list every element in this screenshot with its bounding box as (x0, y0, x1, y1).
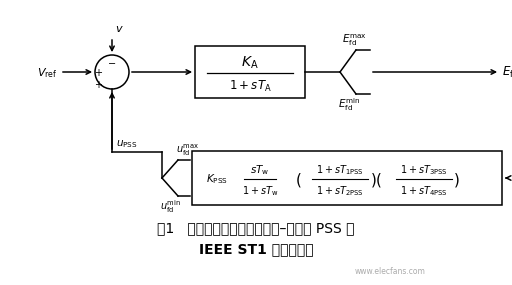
Text: $u_{\rm fd}^{\rm min}$: $u_{\rm fd}^{\rm min}$ (160, 198, 181, 215)
Text: $V_{\rm ref}$: $V_{\rm ref}$ (37, 66, 58, 80)
Bar (195, 46, 305, 98)
Text: $+$: $+$ (95, 78, 103, 89)
Text: $K_{\rm PSS}$: $K_{\rm PSS}$ (206, 172, 228, 186)
Text: $1+sT_{\rm A}$: $1+sT_{\rm A}$ (229, 78, 271, 93)
Text: $1+sT_{\rm 1PSS}$: $1+sT_{\rm 1PSS}$ (316, 163, 364, 177)
Text: www.elecfans.com: www.elecfans.com (355, 268, 425, 276)
Text: $u_{\rm PSS}$: $u_{\rm PSS}$ (116, 138, 138, 150)
Text: $1+sT_{\rm w}$: $1+sT_{\rm w}$ (242, 184, 278, 198)
Text: $v$: $v$ (115, 24, 124, 34)
Text: $1+sT_{\rm 4PSS}$: $1+sT_{\rm 4PSS}$ (400, 184, 448, 198)
Text: $E_{\rm fd}$: $E_{\rm fd}$ (502, 64, 512, 80)
Text: $1+sT_{\rm 2PSS}$: $1+sT_{\rm 2PSS}$ (316, 184, 364, 198)
Text: $u_{\rm fd}^{\rm max}$: $u_{\rm fd}^{\rm max}$ (176, 142, 199, 158)
Text: $+$: $+$ (95, 66, 103, 78)
Text: $K_{\rm A}$: $K_{\rm A}$ (241, 55, 259, 71)
Text: $E_{\rm fd}^{\rm max}$: $E_{\rm fd}^{\rm max}$ (342, 32, 367, 48)
Text: IEEE ST1 型励磁系统: IEEE ST1 型励磁系统 (199, 242, 313, 256)
Text: $)($: $)($ (370, 171, 382, 189)
Text: $-$: $-$ (108, 57, 117, 67)
Text: $)$: $)$ (453, 171, 460, 189)
Text: $sT_{\rm w}$: $sT_{\rm w}$ (250, 163, 270, 177)
Text: 图1   带有传统结构固定的超前–滞后型 PSS 的: 图1 带有传统结构固定的超前–滞后型 PSS 的 (157, 221, 355, 235)
Bar (192, 151, 502, 205)
Text: $1+sT_{\rm 3PSS}$: $1+sT_{\rm 3PSS}$ (400, 163, 448, 177)
Text: $E_{\rm fd}^{\rm min}$: $E_{\rm fd}^{\rm min}$ (338, 96, 360, 113)
Text: $($: $($ (295, 171, 303, 189)
